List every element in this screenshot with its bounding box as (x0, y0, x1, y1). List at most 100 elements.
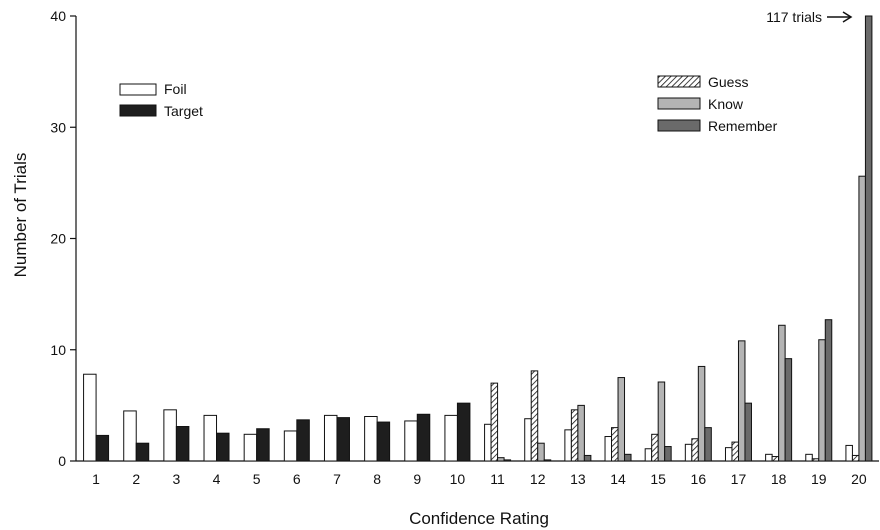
bar-foil-6 (283, 430, 298, 462)
y-tick-label: 30 (50, 119, 66, 135)
x-tick-label: 1 (92, 471, 100, 487)
bar-guess-15 (651, 433, 659, 462)
bar-know-13 (577, 404, 585, 462)
x-tick-label: 8 (373, 471, 381, 487)
x-tick-label: 13 (570, 471, 586, 487)
bar-guess-16 (691, 438, 699, 462)
bar-guess-12 (530, 370, 539, 462)
x-tick-label: 3 (172, 471, 180, 487)
x-tick-label: 19 (811, 471, 827, 487)
bar-remember-19 (824, 319, 833, 462)
bar-target-8 (376, 421, 391, 462)
bar-remember-16 (704, 427, 712, 462)
x-tick-label: 6 (293, 471, 301, 487)
bar-foil-16 (684, 443, 693, 462)
bar-foil-2 (123, 410, 137, 462)
legend-swatch-guess (657, 75, 701, 88)
bar-foil-7 (323, 414, 338, 462)
legend-swatch-foil (119, 83, 157, 96)
annotation-text: 117 trials (766, 9, 822, 25)
bar-remember-15 (664, 446, 672, 462)
y-tick-label: 10 (50, 342, 66, 358)
bar-target-5 (256, 428, 270, 462)
bar-target-2 (135, 442, 150, 462)
legend-label-foil: Foil (164, 81, 187, 97)
bar-know-19 (818, 339, 826, 462)
x-tick-label: 7 (333, 471, 341, 487)
y-axis-label: Number of Trials (11, 153, 30, 278)
bar-foil-19 (805, 453, 813, 462)
bars-layer (83, 15, 873, 462)
bar-know-14 (617, 377, 626, 462)
x-tick-label: 15 (650, 471, 666, 487)
bar-remember-17 (744, 402, 752, 462)
legend-right: Guess Know Remember (657, 74, 778, 134)
y-tick-label: 0 (58, 453, 66, 469)
bar-foil-4 (203, 414, 218, 462)
bar-foil-9 (404, 420, 418, 462)
bar-foil-14 (604, 436, 613, 462)
bar-foil-17 (724, 447, 733, 462)
legend-label-know: Know (708, 96, 744, 112)
bar-guess-13 (570, 409, 579, 462)
bar-remember-20 (864, 15, 873, 462)
bar-target-10 (456, 402, 471, 462)
bar-target-7 (336, 417, 350, 462)
x-tick-label: 12 (530, 471, 546, 487)
bar-know-20 (858, 175, 866, 462)
bar-guess-14 (611, 427, 619, 462)
legend-label-target: Target (164, 103, 203, 119)
axes-layer (70, 15, 879, 462)
bar-target-1 (95, 434, 110, 462)
bar-target-9 (416, 413, 431, 462)
bar-remember-13 (583, 454, 592, 462)
bar-know-12 (537, 442, 545, 462)
bar-target-6 (296, 419, 310, 462)
bar-guess-18 (771, 456, 780, 462)
bar-foil-3 (163, 409, 177, 462)
bar-foil-15 (644, 448, 653, 462)
x-tick-label: 4 (213, 471, 221, 487)
bar-guess-11 (490, 382, 499, 462)
y-tick-label: 40 (50, 8, 66, 24)
bar-foil-1 (83, 373, 97, 462)
bar-target-3 (175, 426, 190, 462)
legend-label-guess: Guess (708, 74, 748, 90)
bar-foil-11 (484, 423, 492, 462)
bar-know-11 (497, 457, 505, 462)
x-tick-label: 11 (490, 471, 505, 487)
bar-know-17 (737, 340, 746, 462)
legend-swatch-remember (657, 119, 701, 132)
bar-foil-18 (765, 453, 773, 462)
bar-guess-20 (851, 454, 860, 462)
bar-foil-12 (524, 418, 532, 462)
bar-target-4 (216, 432, 230, 462)
x-tick-label: 16 (691, 471, 707, 487)
annotation-arrowhead (842, 11, 853, 23)
bar-guess-17 (731, 441, 739, 462)
bar-know-15 (657, 381, 666, 462)
bar-foil-5 (243, 433, 258, 462)
bar-foil-8 (364, 416, 378, 462)
bar-know-16 (697, 365, 706, 462)
bar-foil-10 (444, 414, 458, 462)
bar-foil-20 (845, 444, 853, 462)
x-tick-label: 10 (450, 471, 466, 487)
x-tick-label: 5 (253, 471, 261, 487)
bar-remember-14 (624, 453, 632, 462)
x-tick-label: 2 (132, 471, 140, 487)
bar-remember-12 (543, 459, 552, 462)
x-tick-label: 14 (610, 471, 626, 487)
legend-swatch-target (119, 104, 157, 117)
x-tick-label: 9 (413, 471, 421, 487)
bar-remember-11 (503, 459, 512, 462)
x-tick-label: 17 (731, 471, 747, 487)
legend-swatch-know (657, 97, 701, 110)
annotation-117-trials: 117 trials (766, 9, 853, 25)
x-tick-label: 20 (851, 471, 867, 487)
bar-guess-19 (811, 458, 820, 462)
y-tick-label: 20 (50, 231, 66, 247)
bar-foil-13 (564, 429, 572, 462)
